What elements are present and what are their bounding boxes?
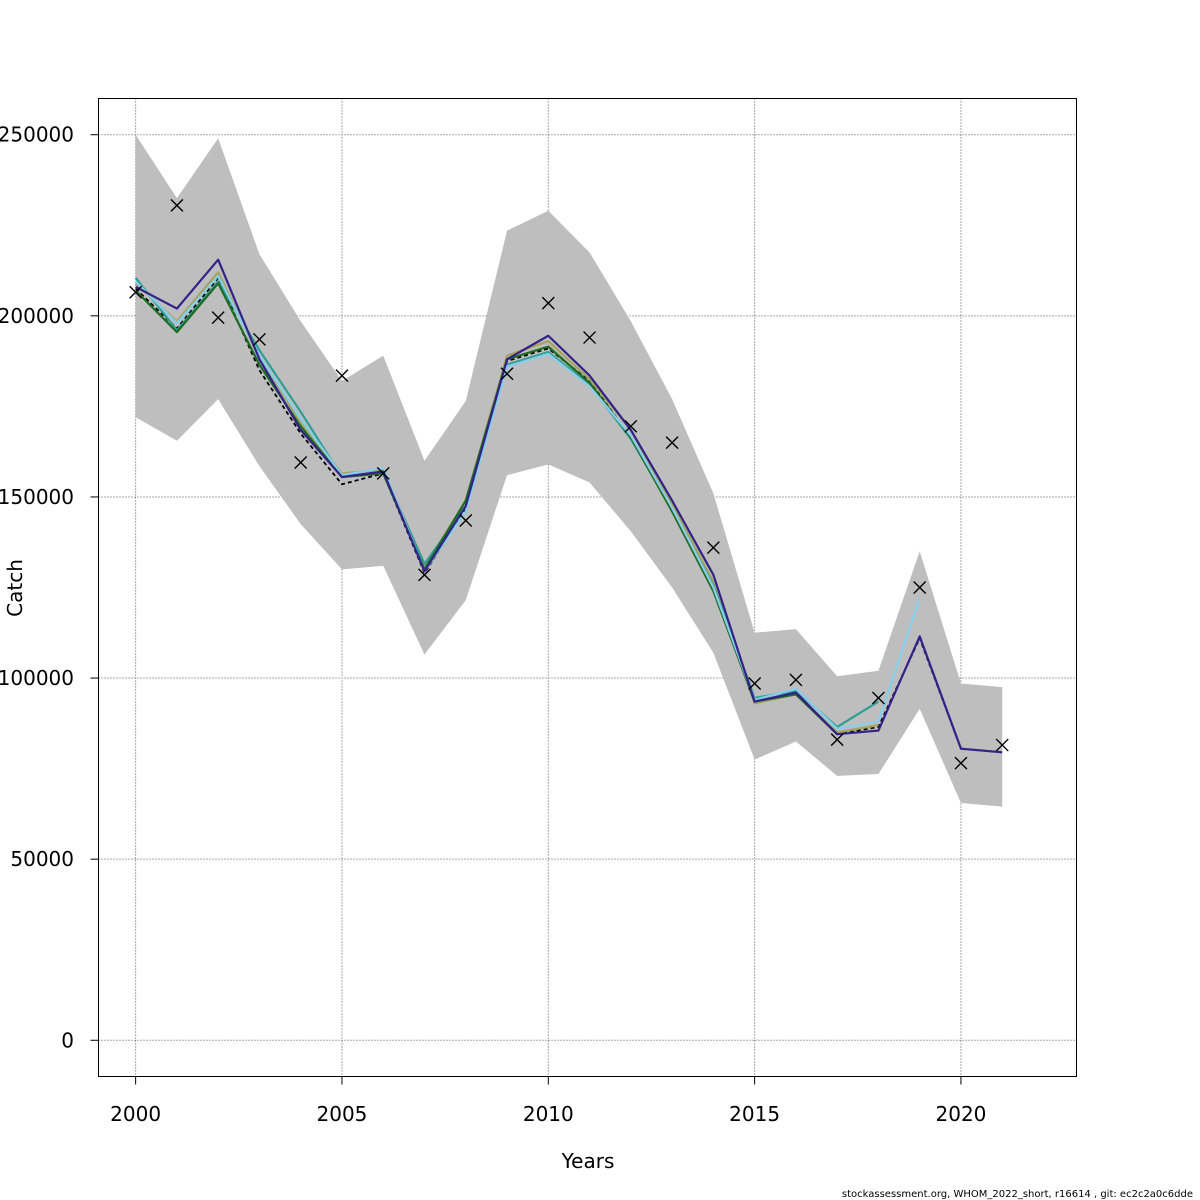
y-tick-label: 0 [61,1028,74,1052]
observation-stroke [376,466,390,480]
y-axis-title: Catch [3,559,27,617]
observation-stroke [583,331,597,345]
observation-stroke [913,581,927,594]
observation-stroke [211,311,225,325]
plot-frame [98,98,1077,1077]
observation-point [665,436,679,450]
y-tick-label: 50000 [10,847,74,871]
observation-stroke [624,419,638,433]
observation-stroke [459,513,473,527]
observation-stroke [871,691,885,705]
observation-point [583,331,597,345]
observation-point [871,691,885,705]
observation-point [706,541,720,555]
confidence-band-layer [135,134,1003,807]
x-tick-label: 2000 [110,1102,161,1126]
observation-point [954,756,968,770]
observation-stroke [129,285,143,299]
x-tick-label: 2015 [729,1102,780,1126]
observation-stroke [954,756,968,770]
observation-point [335,369,349,383]
observation-stroke [170,198,184,212]
x-axis: 2000 2005 2010 2015 2020 [110,1076,987,1126]
observation-stroke [335,369,349,383]
observation-stroke [706,541,720,555]
observation-point [459,513,473,527]
y-tick-label: 250000 [0,123,74,147]
observation-stroke [748,676,762,690]
observation-point [913,581,927,594]
observation-stroke [294,456,308,470]
observation-stroke [995,738,1009,752]
observation-stroke [252,332,266,346]
observation-stroke [418,568,431,582]
observation-point [541,296,555,310]
series-line-4 [134,274,921,730]
observation-point [500,367,514,381]
observation-stroke [789,673,803,687]
y-tick-label: 200000 [0,304,74,328]
y-tick-label: 100000 [0,666,74,690]
observation-point [252,332,266,346]
observation-stroke [830,733,844,747]
observation-stroke [541,296,555,310]
x-tick-label: 2020 [936,1102,987,1126]
observation-point [830,733,844,747]
x-axis-title: Years [561,1149,615,1173]
series-line-5 [135,258,1003,754]
observation-stroke [665,436,679,450]
observation-point [170,198,184,212]
y-axis: 0 50000 100000 150000 200000 250000 [0,123,99,1052]
x-tick-label: 2010 [523,1102,574,1126]
observation-stroke [500,367,514,381]
y-tick-label: 150000 [0,485,74,509]
observation-point [129,285,143,299]
observation-point [211,311,225,325]
observations-layer [129,198,1009,770]
series-layer [134,258,1003,754]
observation-point [748,676,762,690]
confidence-band [135,134,1003,807]
observation-point [789,673,803,687]
observation-point [418,568,431,582]
x-tick-label: 2005 [317,1102,368,1126]
observation-point [624,419,638,433]
observation-point [995,738,1009,752]
footer-credit: stockassessment.org, WHOM_2022_short, r1… [842,1189,1193,1200]
observation-point [294,456,308,470]
observation-point [376,466,390,480]
